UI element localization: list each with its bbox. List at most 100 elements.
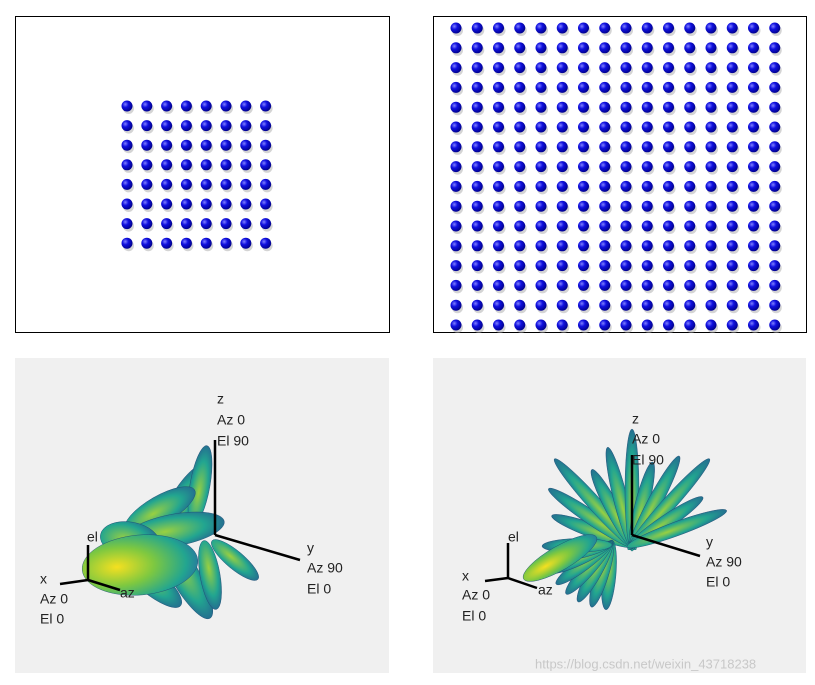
array-element xyxy=(450,279,462,291)
array-element xyxy=(726,279,738,291)
array-element xyxy=(641,279,653,291)
label: az xyxy=(120,585,135,601)
array-element xyxy=(599,22,611,34)
array-element xyxy=(769,240,781,252)
array-element xyxy=(240,139,252,151)
array-element xyxy=(620,141,632,153)
array-element xyxy=(535,81,547,93)
array-element xyxy=(471,260,483,272)
label: x xyxy=(462,568,469,584)
lobe xyxy=(626,509,727,549)
array-element xyxy=(240,237,252,249)
array-element xyxy=(220,159,232,171)
label: El 0 xyxy=(462,608,486,624)
label: z xyxy=(217,391,224,407)
array-element xyxy=(121,198,133,210)
array-element xyxy=(620,161,632,173)
array-element xyxy=(535,42,547,54)
array-element xyxy=(180,139,192,151)
array-element xyxy=(578,101,589,113)
array-element xyxy=(556,101,568,113)
array-element xyxy=(493,279,504,291)
array-element xyxy=(748,319,759,331)
array-element xyxy=(599,62,611,74)
array-element xyxy=(641,42,653,54)
array-element xyxy=(684,42,696,54)
array-element xyxy=(620,260,632,272)
array-element xyxy=(705,220,717,232)
array-element xyxy=(748,279,759,291)
array-element xyxy=(663,81,674,93)
array-element xyxy=(180,120,192,132)
array-element xyxy=(450,22,462,34)
array-element xyxy=(705,180,717,192)
array-element xyxy=(684,220,696,232)
label: y xyxy=(706,534,713,550)
array-element xyxy=(620,42,632,54)
array-element xyxy=(471,141,483,153)
array-element xyxy=(493,319,504,331)
array-element xyxy=(684,141,696,153)
array-element xyxy=(161,178,173,190)
array-element xyxy=(663,42,674,54)
array-element xyxy=(535,279,547,291)
array-element xyxy=(726,200,738,212)
array-element xyxy=(240,178,252,190)
array-element xyxy=(599,101,611,113)
array-element xyxy=(535,161,547,173)
array-element xyxy=(514,180,526,192)
array-element xyxy=(663,161,674,173)
label: Az 0 xyxy=(40,591,68,607)
array-element xyxy=(663,180,674,192)
array-element xyxy=(535,141,547,153)
array-element xyxy=(684,200,696,212)
array-element xyxy=(769,22,781,34)
label: Az 0 xyxy=(632,431,660,447)
array-element xyxy=(620,121,632,133)
array-element xyxy=(599,141,611,153)
array-element xyxy=(663,22,674,34)
array-element xyxy=(578,319,589,331)
array-element xyxy=(450,42,462,54)
array-element xyxy=(141,120,153,132)
array-element xyxy=(599,220,611,232)
array-element xyxy=(620,299,632,311)
array-element xyxy=(471,22,483,34)
array-element xyxy=(684,319,696,331)
array-element xyxy=(514,200,526,212)
array-element xyxy=(514,101,526,113)
array-element xyxy=(220,237,232,249)
array-element xyxy=(641,62,653,74)
label: Az 90 xyxy=(706,554,742,570)
array-element xyxy=(705,62,717,74)
array-element xyxy=(620,319,632,331)
array-element xyxy=(705,81,717,93)
label: Az 0 xyxy=(217,412,245,428)
array-element xyxy=(450,101,462,113)
radiation-pattern xyxy=(81,428,727,620)
array-element xyxy=(620,240,632,252)
array-element xyxy=(535,62,547,74)
array-element xyxy=(220,120,232,132)
array-element xyxy=(535,22,547,34)
array-element xyxy=(726,121,738,133)
array-element xyxy=(556,81,568,93)
array-element xyxy=(705,260,717,272)
array-element xyxy=(260,120,272,132)
array-element xyxy=(260,218,272,230)
array-element xyxy=(514,161,526,173)
array-element xyxy=(471,299,483,311)
array-element xyxy=(493,62,504,74)
array-element xyxy=(726,22,738,34)
array-element xyxy=(535,299,547,311)
array-element xyxy=(705,240,717,252)
array-element xyxy=(161,120,173,132)
array-element xyxy=(748,101,759,113)
label: El 90 xyxy=(632,452,664,468)
array-element xyxy=(161,198,173,210)
array-element xyxy=(684,62,696,74)
label: z xyxy=(632,411,639,427)
array-element xyxy=(180,178,192,190)
watermark: https://blog.csdn.net/weixin_43718238 xyxy=(535,656,756,671)
array-element xyxy=(471,180,483,192)
